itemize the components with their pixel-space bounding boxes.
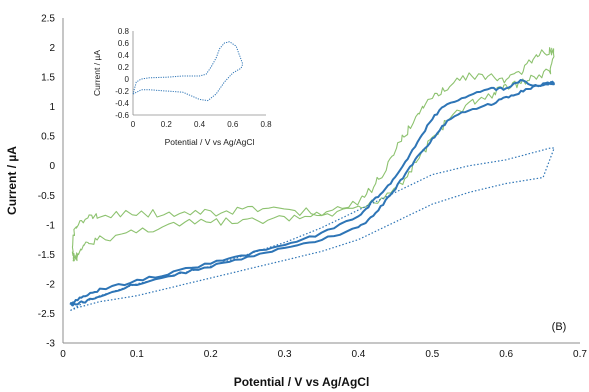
inset-plot: 0 0.2 0.4 0.6 0.8 0.8 0.6 0.4 0.2 0 -0.2 -0.4 -0.6 P…	[77, 19, 279, 153]
inset-series-line	[132, 41, 244, 102]
inset-y-tick-label: 0.8	[118, 27, 130, 36]
inset-y-tick-label: 0	[125, 75, 130, 84]
x-tick-label: 0.1	[130, 349, 144, 360]
y-tick-label: 2	[49, 43, 55, 54]
y-tick-label: -3	[46, 339, 55, 350]
inset-x-axis-title: Potential / V vs Ag/AgCl	[165, 137, 255, 147]
main-tick-labels: 0 0.1 0.2 0.3 0.4 0.5 0.6 0.7 2.5 2 1.5 1 0.5 0 -0.5 -1…	[38, 14, 588, 361]
inset-x-tick-label: 0.4	[194, 120, 206, 129]
x-tick-label: 0.4	[351, 349, 365, 360]
inset-y-axis-title: Current / µA	[92, 50, 102, 96]
main-series	[69, 47, 556, 312]
y-tick-label: 2.5	[41, 14, 55, 25]
y-tick-label: -2.5	[38, 309, 56, 320]
y-tick-label: 1.5	[41, 73, 55, 84]
inset-tick-labels: 0 0.2 0.4 0.6 0.8 0.8 0.6 0.4 0.2 0 -0.2 -0.4 -0.6	[115, 27, 272, 129]
y-tick-label: 0	[49, 161, 55, 172]
y-tick-label: 1	[49, 102, 55, 113]
y-tick-label: 0.5	[41, 132, 55, 143]
inset-y-tick-label: 0.4	[118, 51, 130, 60]
y-tick-label: -0.5	[38, 191, 56, 202]
x-tick-label: 0.3	[278, 349, 292, 360]
y-tick-label: -2	[46, 279, 55, 290]
inset-x-tick-label: 0.2	[161, 120, 173, 129]
x-tick-label: 0.7	[573, 349, 587, 360]
inset-y-tick-label: -0.4	[115, 99, 129, 108]
main-plot: 0 0.1 0.2 0.3 0.4 0.5 0.6 0.7 2.5 2 1.5 1 0.5 0 -0.5 -1…	[5, 14, 587, 390]
inset-series	[132, 41, 244, 102]
inset-y-tick-label: 0.6	[118, 39, 130, 48]
x-tick-label: 0.6	[499, 349, 513, 360]
inset-y-tick-label: 0.2	[118, 63, 130, 72]
inset-y-tick-label: -0.6	[115, 111, 129, 120]
inset-x-tick-label: 0	[131, 120, 136, 129]
x-tick-label: 0.2	[204, 349, 218, 360]
x-axis-title: Potential / V vs Ag/AgCl	[234, 375, 370, 389]
series-green-noisy	[71, 47, 555, 262]
inset-y-tick-label: -0.2	[115, 87, 129, 96]
inset-x-tick-label: 0.8	[260, 120, 272, 129]
x-tick-label: 0	[60, 349, 66, 360]
y-tick-label: -1.5	[38, 250, 56, 261]
inset-background	[77, 19, 279, 153]
y-axis-title: Current / µA	[5, 146, 19, 215]
series-blue-dotted	[70, 147, 556, 312]
x-tick-label: 0.5	[425, 349, 439, 360]
series-blue-solid	[69, 79, 555, 307]
y-tick-label: -1	[46, 220, 55, 231]
panel-label: (B)	[552, 321, 567, 333]
inset-x-tick-label: 0.6	[227, 120, 239, 129]
